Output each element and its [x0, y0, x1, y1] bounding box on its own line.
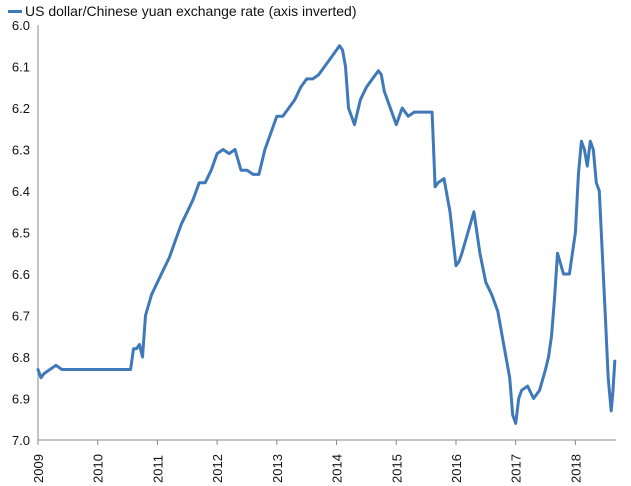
legend-line-swatch [8, 9, 22, 13]
y-tick-label: 6.3 [12, 143, 30, 158]
y-tick-label: 6.7 [12, 309, 30, 324]
x-tick-label: 2016 [449, 454, 464, 483]
y-tick-labels: 6.0 6.1 6.2 6.3 6.4 6.5 6.6 6.7 6.8 6.9 7.0 [12, 18, 30, 448]
x-tick-label: 2015 [389, 454, 404, 483]
x-tick-labels: 2009 2010 2011 2012 2013 2014 2015 2016 2017 2018 [31, 440, 583, 483]
y-tick-label: 6.8 [12, 350, 30, 365]
x-tick-label: 2011 [150, 455, 165, 483]
legend-label: US dollar/Chinese yuan exchange rate (ax… [25, 3, 357, 19]
x-tick-label: 2009 [31, 454, 46, 483]
x-tick-label: 2013 [270, 454, 285, 483]
legend: US dollar/Chinese yuan exchange rate (ax… [8, 3, 357, 19]
y-tick-label: 6.6 [12, 267, 30, 282]
y-tick-label: 6.4 [12, 184, 30, 199]
x-tick-label: 2018 [568, 454, 583, 483]
y-tick-label: 6.1 [12, 60, 30, 75]
x-tick-label: 2012 [210, 454, 225, 483]
y-tick-label: 6.9 [12, 392, 30, 407]
x-tick-label: 2010 [91, 454, 106, 483]
y-tick-label: 6.0 [12, 18, 30, 33]
exchange-rate-line [36, 44, 617, 425]
y-tick-label: 6.2 [12, 101, 30, 116]
x-tick-label: 2017 [509, 454, 524, 483]
y-tick-label: 7.0 [12, 433, 30, 448]
x-tick-label: 2014 [330, 454, 345, 483]
y-tick-label: 6.5 [12, 226, 30, 241]
